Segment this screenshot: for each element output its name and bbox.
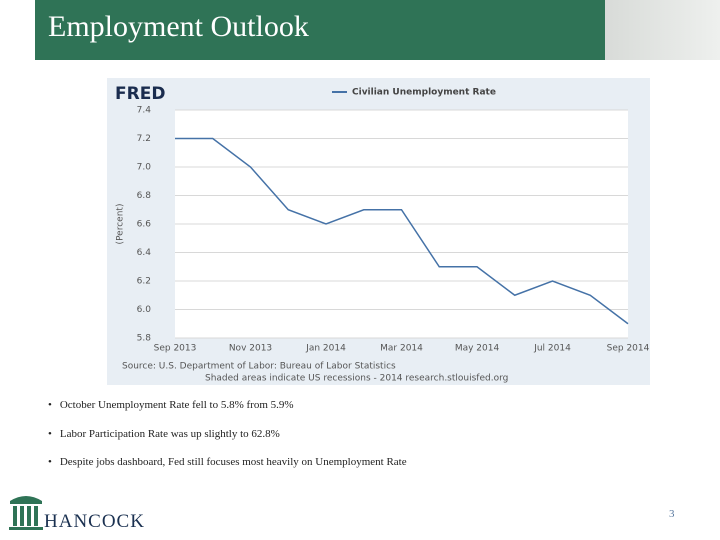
chart: FRED (Percent) Source: U.S. Department o… — [107, 78, 650, 385]
title-bar — [35, 0, 605, 60]
source-note: Shaded areas indicate US recessions - 20… — [205, 374, 508, 384]
y-tick-label: 6.4 — [137, 248, 152, 258]
header-photo — [605, 0, 720, 60]
y-tick-label: 6.8 — [137, 191, 152, 201]
bullet: Despite jobs dashboard, Fed still focuse… — [48, 456, 407, 468]
logo: FRED — [115, 84, 165, 104]
page-number: 3 — [669, 508, 675, 520]
x-tick-label: Jul 2014 — [533, 344, 571, 354]
x-tick-label: Sep 2014 — [607, 344, 650, 354]
y-axis-label: (Percent) — [116, 204, 126, 245]
y-tick-label: 7.0 — [137, 163, 152, 173]
company-name: HANCOCK — [44, 511, 145, 532]
x-tick-label: Jan 2014 — [305, 344, 346, 354]
x-tick-label: Mar 2014 — [380, 344, 423, 354]
logo-icon — [9, 496, 43, 530]
legend-label: Civilian Unemployment Rate — [352, 88, 496, 98]
y-tick-label: 6.0 — [137, 305, 152, 315]
bullet: Labor Participation Rate was up slightly… — [48, 428, 280, 440]
slide-title: Employment Outlook — [48, 10, 309, 43]
y-tick-label: 7.4 — [137, 106, 152, 116]
x-tick-label: Nov 2013 — [229, 344, 272, 354]
y-tick-label: 5.8 — [137, 334, 152, 344]
y-tick-label: 6.6 — [137, 220, 152, 230]
line — [175, 137, 629, 325]
x-tick-label: Sep 2013 — [154, 344, 197, 354]
y-tick-label: 7.2 — [137, 134, 151, 144]
y-tick-label: 6.2 — [137, 277, 151, 287]
x-tick-label: May 2014 — [455, 344, 500, 354]
source-note: Source: U.S. Department of Labor: Bureau… — [122, 362, 396, 372]
bullet: October Unemployment Rate fell to 5.8% f… — [48, 399, 294, 411]
